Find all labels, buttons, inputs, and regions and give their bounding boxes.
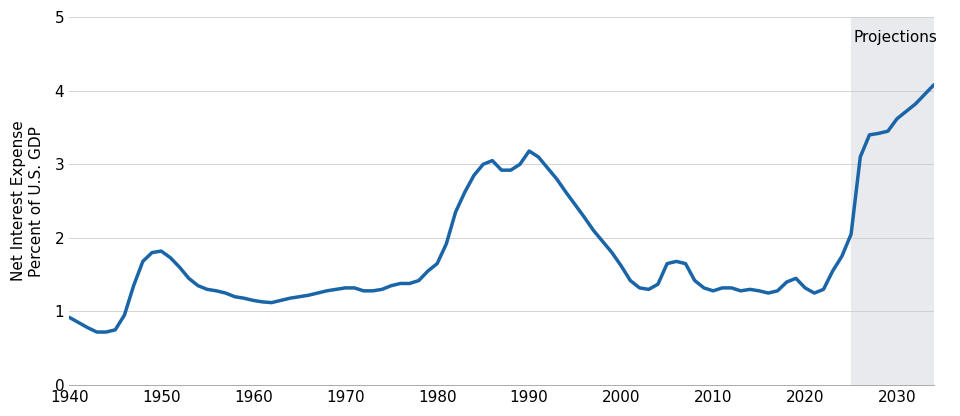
Bar (852, 17, 943, 385)
Text: Projections: Projections (853, 30, 938, 45)
Y-axis label: Net Interest Expense
Percent of U.S. GDP: Net Interest Expense Percent of U.S. GDP (12, 121, 43, 282)
